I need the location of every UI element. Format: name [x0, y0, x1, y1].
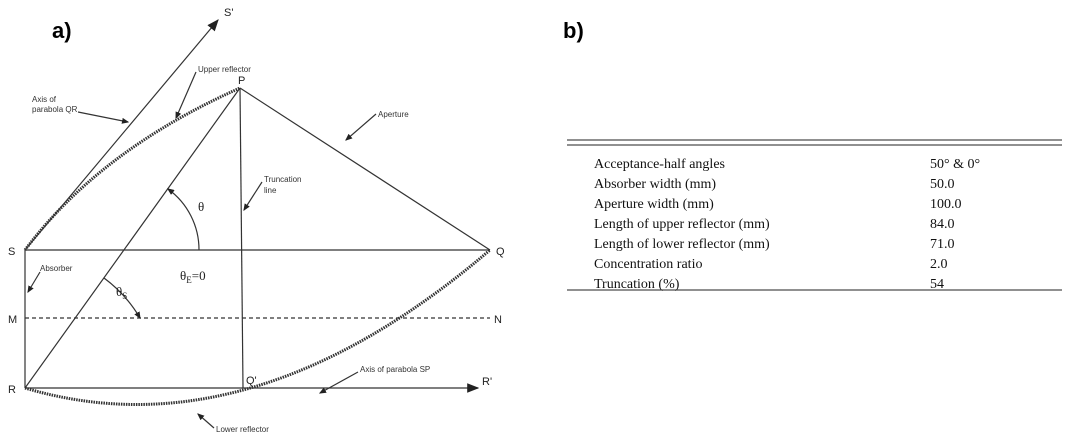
- point-label: R': [482, 376, 492, 388]
- table-value: 71.0: [930, 237, 955, 252]
- leader: [318, 371, 359, 394]
- truncation-line: [239, 87, 244, 389]
- point-label: N: [494, 314, 502, 326]
- lower-reflector: [24, 248, 491, 406]
- leader: [197, 413, 215, 429]
- upper-reflector: [23, 86, 241, 251]
- point-label: R: [8, 384, 16, 396]
- annotation: Upper reflector: [198, 65, 251, 74]
- panel-label: a): [52, 18, 72, 43]
- angle-arc: [103, 277, 141, 320]
- annotation: Axis of parabola SP: [360, 365, 430, 374]
- angle-subscript: E: [186, 275, 192, 285]
- annotation: Absorber: [40, 264, 73, 273]
- point-label: Q: [496, 246, 505, 258]
- table-value: 50.0: [930, 177, 955, 192]
- leader: [175, 71, 197, 120]
- leader: [345, 113, 377, 141]
- angle-label: θS: [116, 284, 127, 301]
- angle-value: =0: [192, 268, 206, 283]
- table-label: Length of lower reflector (mm): [594, 237, 770, 252]
- table-label: Absorber width (mm): [594, 177, 716, 192]
- table-value: 84.0: [930, 217, 955, 232]
- table: Acceptance-half angles 50° & 0° Absorber w…: [567, 139, 1062, 292]
- line: [24, 87, 241, 389]
- leader: [243, 181, 263, 212]
- angle-symbol: θ: [116, 284, 122, 299]
- table-value: 54: [930, 277, 944, 292]
- point-label: S: [8, 246, 15, 258]
- table-label: Acceptance-half angles: [594, 157, 725, 172]
- annotation: line: [264, 186, 277, 195]
- panel-label: b): [563, 18, 584, 43]
- table-label: Truncation (%): [594, 277, 680, 292]
- table-label: Concentration ratio: [594, 257, 702, 272]
- table-value: 50° & 0°: [930, 157, 980, 172]
- diagram: [23, 19, 491, 429]
- annotation: Aperture: [378, 110, 409, 119]
- angle-symbol: θ: [180, 268, 186, 283]
- angle-label: θE=0: [180, 268, 206, 285]
- leader: [27, 271, 41, 294]
- aperture-line: [239, 87, 491, 251]
- annotation: Axis of: [32, 95, 57, 104]
- table-value: 2.0: [930, 257, 948, 272]
- annotation: Lower reflector: [216, 425, 269, 434]
- annotation: Truncation: [264, 175, 302, 184]
- leader: [77, 111, 130, 124]
- annotation: parabola QR: [32, 105, 78, 114]
- point-label: P: [238, 75, 245, 87]
- table-label: Aperture width (mm): [594, 197, 714, 212]
- angle-label: θ: [198, 199, 204, 214]
- table-value: 100.0: [930, 197, 962, 212]
- point-label: S': [224, 7, 233, 19]
- angle-arc: [167, 188, 200, 251]
- point-label: Q': [246, 375, 257, 387]
- table-label: Length of upper reflector (mm): [594, 217, 770, 232]
- angle-subscript: S: [122, 291, 127, 301]
- point-label: M: [8, 314, 17, 326]
